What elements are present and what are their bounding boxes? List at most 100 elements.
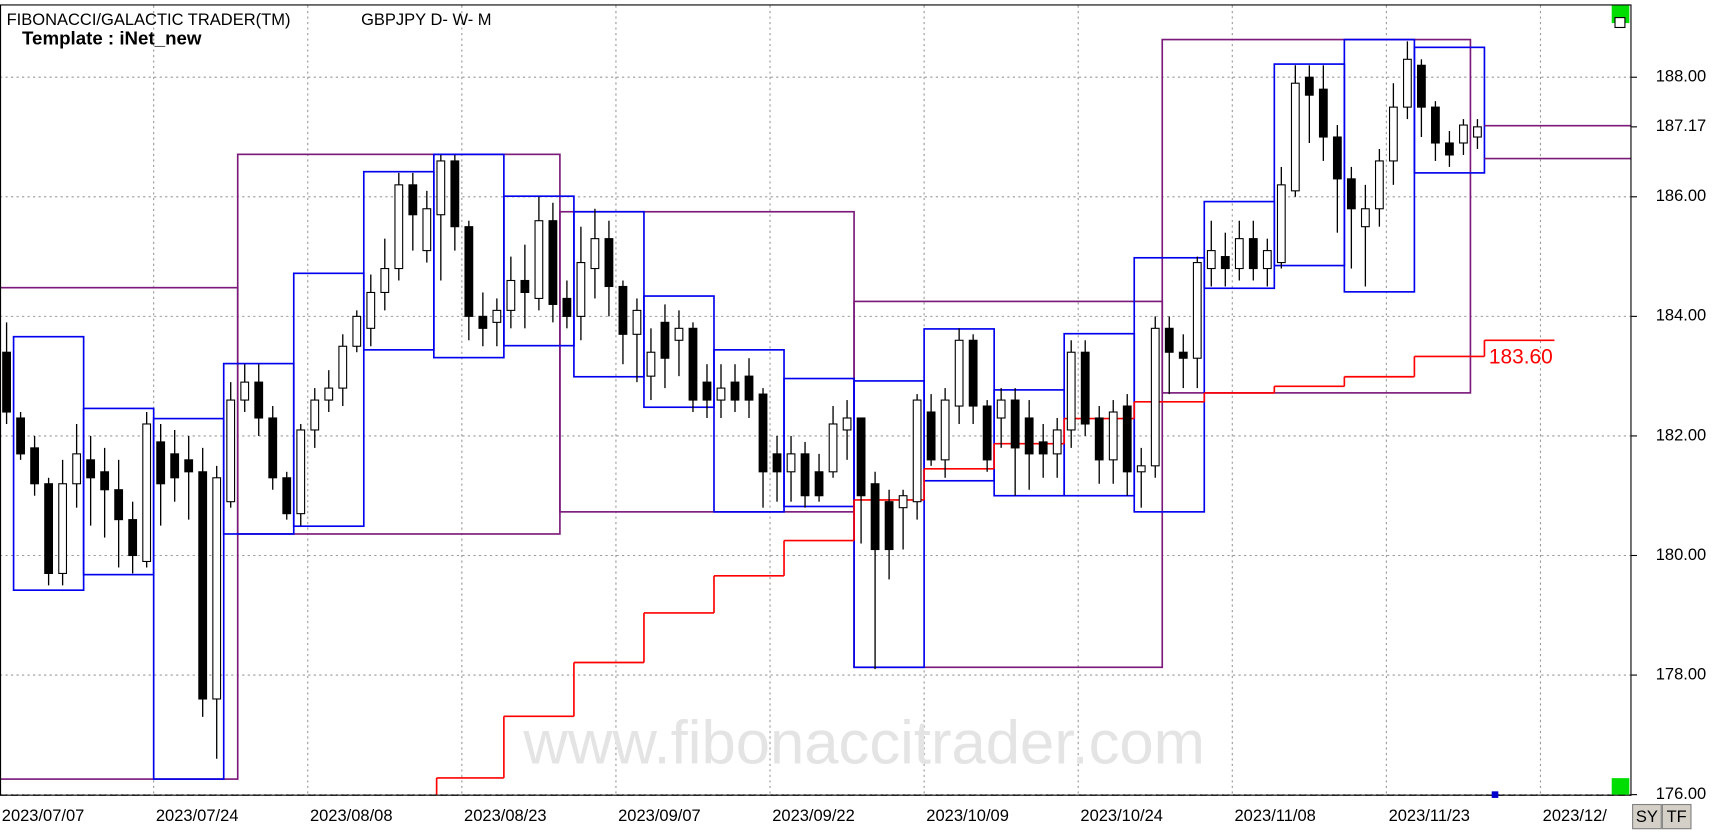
candle-body xyxy=(254,381,264,419)
candle-body xyxy=(1402,58,1412,108)
candle-body xyxy=(436,160,446,216)
candle-body xyxy=(1416,64,1426,108)
candle-body xyxy=(940,399,950,461)
candle-body xyxy=(702,381,712,401)
candle-body xyxy=(758,393,768,473)
candle-body xyxy=(576,262,586,317)
candle-body xyxy=(1080,351,1090,425)
corner-marker xyxy=(1611,778,1630,795)
candle-body xyxy=(478,315,488,329)
candle-body xyxy=(2,351,11,413)
y-tick-label: 178.00 xyxy=(1656,665,1706,683)
weekly-box xyxy=(292,272,365,528)
weekly-box xyxy=(1413,46,1486,174)
candle-body xyxy=(492,309,502,323)
candle-body xyxy=(1445,142,1454,156)
candle-body xyxy=(170,453,180,479)
candle-body xyxy=(660,321,670,359)
candle-body xyxy=(800,453,810,497)
chart-title: FIBONACCI/GALACTIC TRADER(TM) xyxy=(7,11,291,29)
candle-body xyxy=(1094,417,1104,461)
candle-body xyxy=(730,381,740,401)
candle-body xyxy=(1178,351,1188,359)
candle-body xyxy=(296,429,306,515)
candle-body xyxy=(786,453,796,473)
candle-body xyxy=(142,423,152,563)
candle-body xyxy=(30,447,40,485)
candle-body xyxy=(590,238,600,270)
candle-body xyxy=(352,315,362,347)
candle-body xyxy=(646,351,656,377)
candle-body xyxy=(58,483,68,574)
y-tick-label: 184.00 xyxy=(1656,307,1706,325)
candle-body xyxy=(310,399,320,431)
candle-body xyxy=(1332,136,1342,180)
candle-body xyxy=(1066,351,1076,431)
candle-body xyxy=(828,423,838,473)
candle-body xyxy=(16,417,25,455)
candle-body xyxy=(562,297,572,317)
candle-body xyxy=(1459,124,1468,144)
candle-body xyxy=(1290,82,1300,192)
x-tick-label: 2023/08/23 xyxy=(464,807,547,825)
weekly-box xyxy=(1133,256,1206,513)
candle-body xyxy=(1150,327,1160,467)
x-tick-label: 2023/07/07 xyxy=(2,807,85,825)
candle-body xyxy=(1164,327,1174,353)
candle-body xyxy=(1346,178,1356,210)
x-tick-label: 2023/09/22 xyxy=(772,807,855,825)
x-tick-label: 2023/07/24 xyxy=(156,807,239,825)
candle-body xyxy=(1136,465,1146,473)
x-tick-label: 2023/08/08 xyxy=(310,807,393,825)
candle-body xyxy=(534,220,544,299)
candle-body xyxy=(548,220,558,305)
candle-body xyxy=(1374,160,1384,210)
candle-body xyxy=(450,160,460,228)
candle-body xyxy=(1388,106,1398,162)
candle-body xyxy=(394,184,404,270)
tf-button-label[interactable]: TF xyxy=(1667,808,1687,826)
candle-body xyxy=(1010,399,1020,449)
candle-body xyxy=(198,471,208,700)
candle-body xyxy=(1276,184,1286,264)
sy-button[interactable] xyxy=(1632,803,1662,830)
sy-button-label[interactable]: SY xyxy=(1636,808,1658,826)
candle-body xyxy=(674,327,684,341)
candle-body xyxy=(772,453,782,473)
overlays: 183.60 xyxy=(0,38,1632,795)
candle-body xyxy=(1108,411,1118,461)
candle-body xyxy=(184,459,194,473)
tf-button[interactable] xyxy=(1661,803,1692,830)
chart-subtitle: GBPJPY D- W- M xyxy=(361,11,491,29)
candle-body xyxy=(226,399,236,503)
candle-body xyxy=(898,495,908,509)
candle-body xyxy=(1473,126,1482,138)
candle-body xyxy=(506,279,516,311)
candle-body xyxy=(912,399,922,503)
candle-body xyxy=(282,477,292,515)
candle-body xyxy=(1038,441,1048,455)
candle-body xyxy=(380,267,390,294)
candle-body xyxy=(856,417,866,497)
candle-body xyxy=(408,184,418,216)
candle-body xyxy=(982,405,992,461)
candle-body xyxy=(926,411,936,461)
candle-body xyxy=(1234,238,1244,270)
candle-body xyxy=(268,417,278,479)
candle-body xyxy=(954,339,964,407)
candle-body xyxy=(128,519,138,557)
candle-body xyxy=(884,501,894,551)
candle-body xyxy=(604,238,614,288)
template-label: Template : iNet_new xyxy=(22,28,202,49)
candle-body xyxy=(338,345,348,389)
candle-body xyxy=(156,441,166,485)
x-tick-label: 2023/12/ xyxy=(1543,807,1608,825)
candle-body xyxy=(100,471,110,491)
x-tick-label: 2023/11/23 xyxy=(1389,807,1470,825)
candle-body xyxy=(1192,262,1202,359)
candle-body xyxy=(1360,208,1370,228)
corner-box xyxy=(1614,17,1626,29)
candle-body xyxy=(240,381,250,401)
x-tick-label: 2023/09/07 xyxy=(618,807,701,825)
